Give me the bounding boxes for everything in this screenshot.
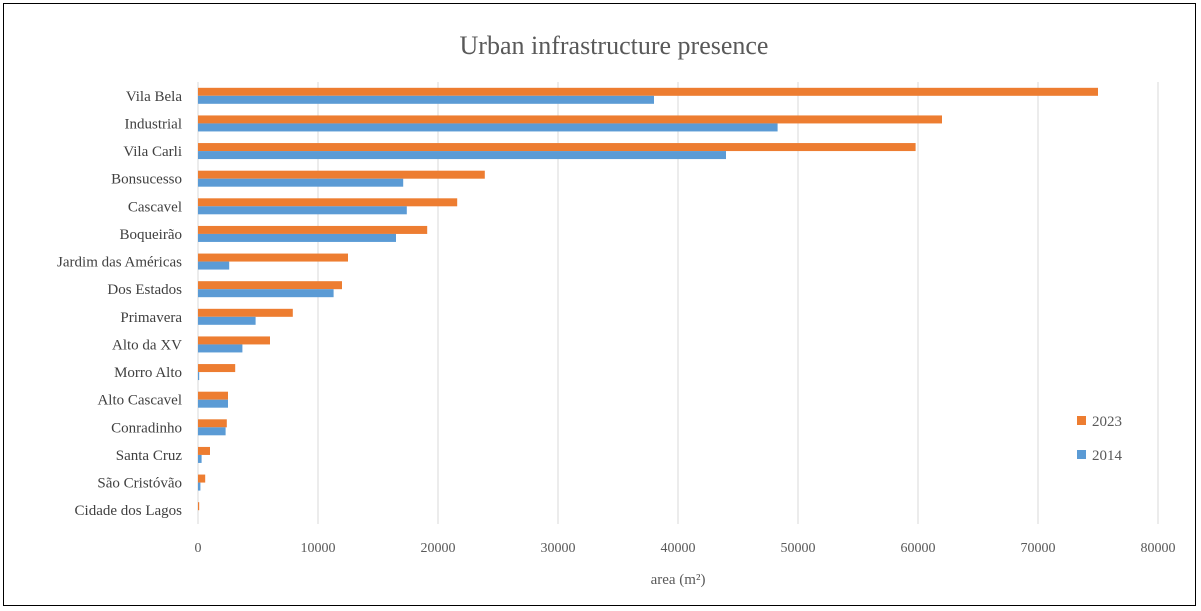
bar-2023-6 <box>198 253 348 262</box>
legend-swatch-2014 <box>1077 450 1086 459</box>
bar-2023-4 <box>198 198 458 207</box>
bar-2023-1 <box>198 115 942 124</box>
legend-swatch-2023 <box>1077 416 1086 425</box>
category-label: Santa Cruz <box>116 448 183 464</box>
bar-2014-7 <box>198 289 334 298</box>
bar-2023-10 <box>198 364 236 373</box>
x-tick-label: 30000 <box>541 541 576 556</box>
bar-2014-11 <box>198 399 228 408</box>
category-label: Morro Alto <box>114 365 182 381</box>
bar-2014-9 <box>198 344 243 353</box>
legend-label-2023: 2023 <box>1092 414 1122 430</box>
bar-2023-9 <box>198 336 270 345</box>
x-tick-label: 40000 <box>661 541 696 556</box>
x-tick-label: 10000 <box>301 541 336 556</box>
legend: 2023 2014 <box>1077 414 1123 464</box>
bar-2014-5 <box>198 233 396 242</box>
category-label: Boqueirão <box>120 227 182 243</box>
bar-2014-13 <box>198 454 202 463</box>
category-label: São Cristóvão <box>97 476 182 492</box>
bar-2014-6 <box>198 261 230 270</box>
category-label: Primavera <box>120 310 182 326</box>
bar-2023-5 <box>198 225 428 234</box>
legend-label-2014: 2014 <box>1092 448 1123 464</box>
bar-2014-1 <box>198 123 778 132</box>
category-label: Alto Cascavel <box>97 393 182 409</box>
bar-2014-10 <box>198 372 200 381</box>
bar-2023-3 <box>198 170 485 179</box>
category-label: Dos Estados <box>107 282 182 298</box>
bar-2014-12 <box>198 427 226 436</box>
bar-2023-15 <box>198 502 200 511</box>
bar-2014-14 <box>198 482 201 491</box>
category-label: Alto da XV <box>112 337 182 353</box>
bar-2023-12 <box>198 419 227 428</box>
bar-2023-14 <box>198 474 206 483</box>
x-tick-label: 50000 <box>781 541 816 556</box>
bar-2014-0 <box>198 95 654 104</box>
bar-2023-0 <box>198 87 1098 96</box>
category-label: Vila Carli <box>123 144 182 160</box>
category-labels: Vila Bela Industrial Vila Carli Bonsucesso C… <box>57 89 182 519</box>
bar-2023-11 <box>198 391 228 400</box>
x-axis-label: area (m²) <box>651 572 706 588</box>
bars <box>198 87 1098 511</box>
bar-2014-3 <box>198 178 404 187</box>
x-tick-label: 60000 <box>901 541 936 556</box>
category-label: Cidade dos Lagos <box>75 503 183 519</box>
category-label: Vila Bela <box>126 89 183 105</box>
bar-2014-4 <box>198 206 407 215</box>
bar-2023-13 <box>198 446 210 455</box>
category-label: Conradinho <box>111 420 182 436</box>
category-label: Cascavel <box>128 199 182 215</box>
x-tick-label: 0 <box>195 541 202 556</box>
tick-labels: 0 10000 20000 30000 40000 50000 60000 70000 8000… <box>195 541 1176 556</box>
category-label: Industrial <box>125 116 183 132</box>
bar-2023-8 <box>198 308 293 317</box>
chart-title: Urban infrastructure presence <box>460 31 769 60</box>
bar-2014-8 <box>198 316 256 325</box>
x-tick-label: 20000 <box>421 541 456 556</box>
category-label: Bonsucesso <box>111 172 182 188</box>
bar-2023-7 <box>198 281 342 290</box>
bar-2023-2 <box>198 143 916 152</box>
bar-2014-2 <box>198 151 726 160</box>
x-tick-label: 80000 <box>1141 541 1176 556</box>
x-tick-label: 70000 <box>1021 541 1056 556</box>
category-label: Jardim das Américas <box>57 255 182 271</box>
